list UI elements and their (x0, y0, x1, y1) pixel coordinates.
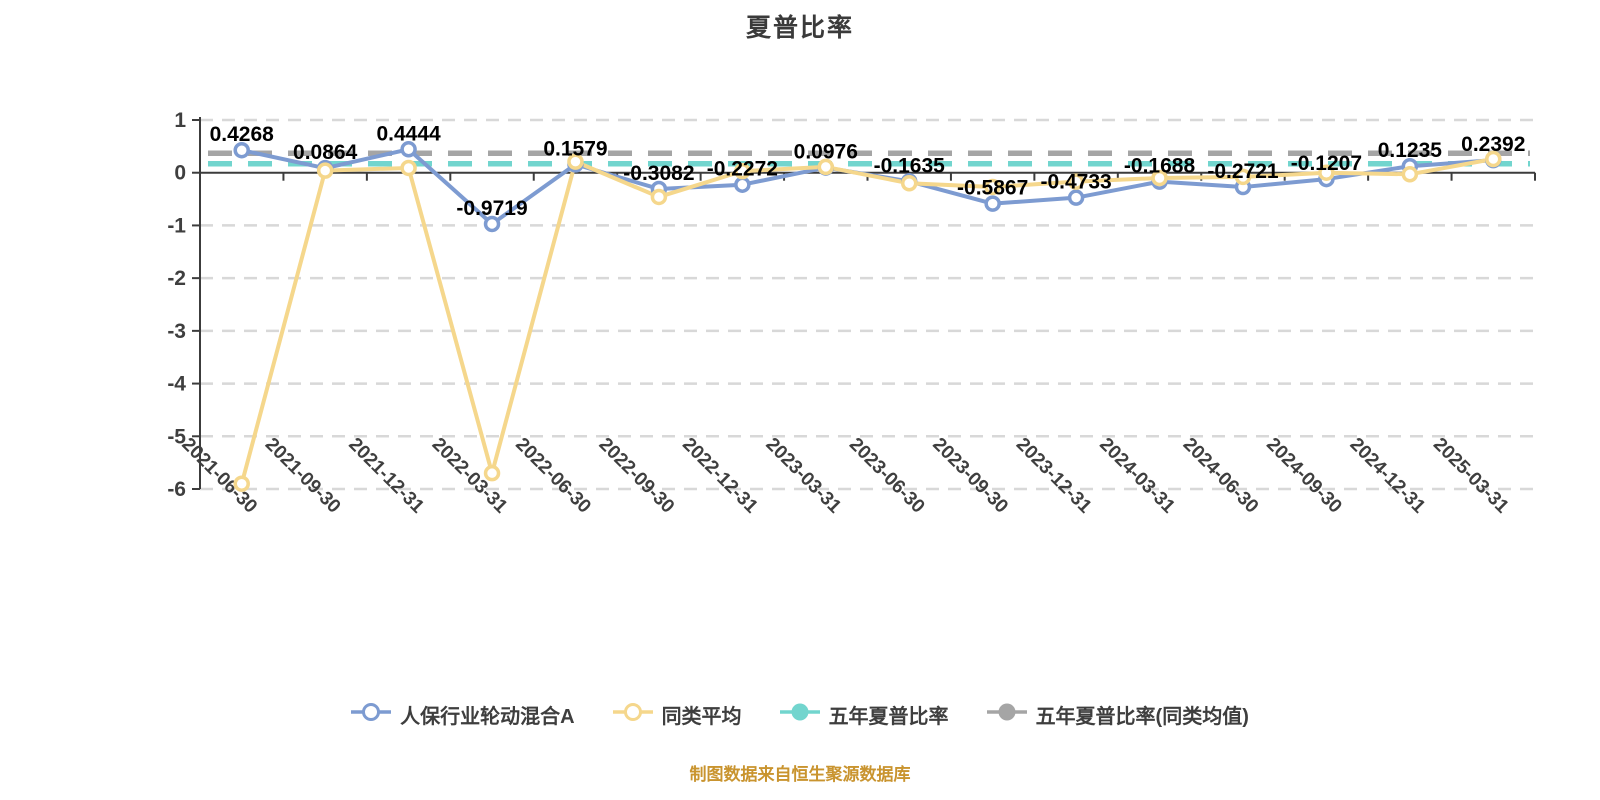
series-markers-1 (233, 150, 1502, 492)
series-line-1 (239, 157, 1496, 486)
svg-text:2024-06-30: 2024-06-30 (1179, 434, 1263, 518)
legend: 人保行业轮动混合A 同类平均 五年夏普比率 五年夏普比率(同类均值) (0, 700, 1600, 729)
svg-text:2025-03-31: 2025-03-31 (1429, 434, 1513, 518)
svg-text:0.1579: 0.1579 (543, 137, 607, 160)
x-axis-labels: 2021-06-30 2021-09-30 2021-12-31 2022-03-31… (177, 434, 1512, 518)
svg-text:-0.2721: -0.2721 (1207, 160, 1279, 183)
y-axis-labels: 1 0 -1 -2 -3 -4 -5 -6 (167, 109, 186, 501)
legend-item-fund[interactable]: 人保行业轮动混合A (351, 700, 575, 729)
legend-item-five-year-sharpe[interactable]: 五年夏普比率 (779, 700, 949, 729)
legend-label-five-year-sharpe-peer: 五年夏普比率(同类均值) (1035, 706, 1249, 728)
five-year-sharpe-peer-marker-icon (986, 702, 1027, 727)
five-year-sharpe-marker-icon (779, 702, 820, 727)
svg-text:2023-03-31: 2023-03-31 (762, 434, 846, 518)
legend-item-five-year-sharpe-peer[interactable]: 五年夏普比率(同类均值) (986, 700, 1249, 729)
svg-text:-6: -6 (167, 478, 186, 501)
svg-text:0.0864: 0.0864 (293, 141, 358, 164)
data-labels: 0.4268 0.0864 0.4444 -0.9719 0.1579 -0.3082 -0… (210, 122, 1526, 220)
svg-text:2021-06-30: 2021-06-30 (177, 434, 261, 518)
svg-text:0: 0 (174, 162, 186, 185)
svg-text:0.1235: 0.1235 (1378, 139, 1443, 162)
svg-text:-3: -3 (167, 320, 186, 343)
svg-text:2023-09-30: 2023-09-30 (928, 434, 1012, 518)
svg-text:2023-06-30: 2023-06-30 (845, 434, 929, 518)
svg-text:-0.3082: -0.3082 (623, 162, 694, 185)
chart-title: 夏普比率 (745, 14, 854, 42)
legend-item-peer-average[interactable]: 同类平均 (612, 700, 742, 729)
svg-text:-0.4733: -0.4733 (1040, 171, 1111, 194)
svg-text:2022-12-31: 2022-12-31 (678, 434, 762, 518)
svg-text:2022-06-30: 2022-06-30 (511, 434, 595, 518)
svg-text:0.4444: 0.4444 (376, 122, 441, 145)
svg-text:2022-09-30: 2022-09-30 (595, 434, 679, 518)
svg-text:2023-12-31: 2023-12-31 (1012, 434, 1096, 518)
svg-text:2021-12-31: 2021-12-31 (344, 434, 428, 518)
legend-label-five-year-sharpe: 五年夏普比率 (828, 706, 949, 728)
svg-text:-0.2272: -0.2272 (707, 158, 778, 181)
svg-text:-5: -5 (167, 425, 186, 448)
svg-text:-0.1688: -0.1688 (1124, 155, 1196, 178)
svg-text:-4: -4 (167, 373, 186, 396)
svg-text:-0.9719: -0.9719 (456, 197, 527, 220)
svg-text:1: 1 (174, 109, 186, 132)
svg-text:2024-12-31: 2024-12-31 (1346, 434, 1430, 518)
fund-line-marker-icon (351, 702, 392, 727)
legend-label-fund: 人保行业轮动混合A (400, 706, 575, 728)
svg-text:-0.5867: -0.5867 (957, 177, 1028, 200)
svg-text:-0.1207: -0.1207 (1291, 152, 1362, 175)
svg-text:2021-09-30: 2021-09-30 (261, 434, 345, 518)
data-source-note: 制图数据来自恒生聚源数据库 (689, 765, 911, 784)
svg-text:-2: -2 (167, 267, 186, 290)
svg-text:-0.1635: -0.1635 (874, 154, 946, 177)
peer-average-line-marker-icon (612, 702, 653, 727)
svg-text:-1: -1 (167, 214, 186, 237)
svg-text:2024-03-31: 2024-03-31 (1095, 434, 1179, 518)
svg-text:0.2392: 0.2392 (1461, 133, 1525, 156)
svg-text:0.4268: 0.4268 (210, 123, 275, 146)
svg-text:2024-09-30: 2024-09-30 (1262, 434, 1346, 518)
legend-label-peer-average: 同类平均 (661, 706, 742, 728)
svg-text:0.0976: 0.0976 (794, 141, 858, 164)
